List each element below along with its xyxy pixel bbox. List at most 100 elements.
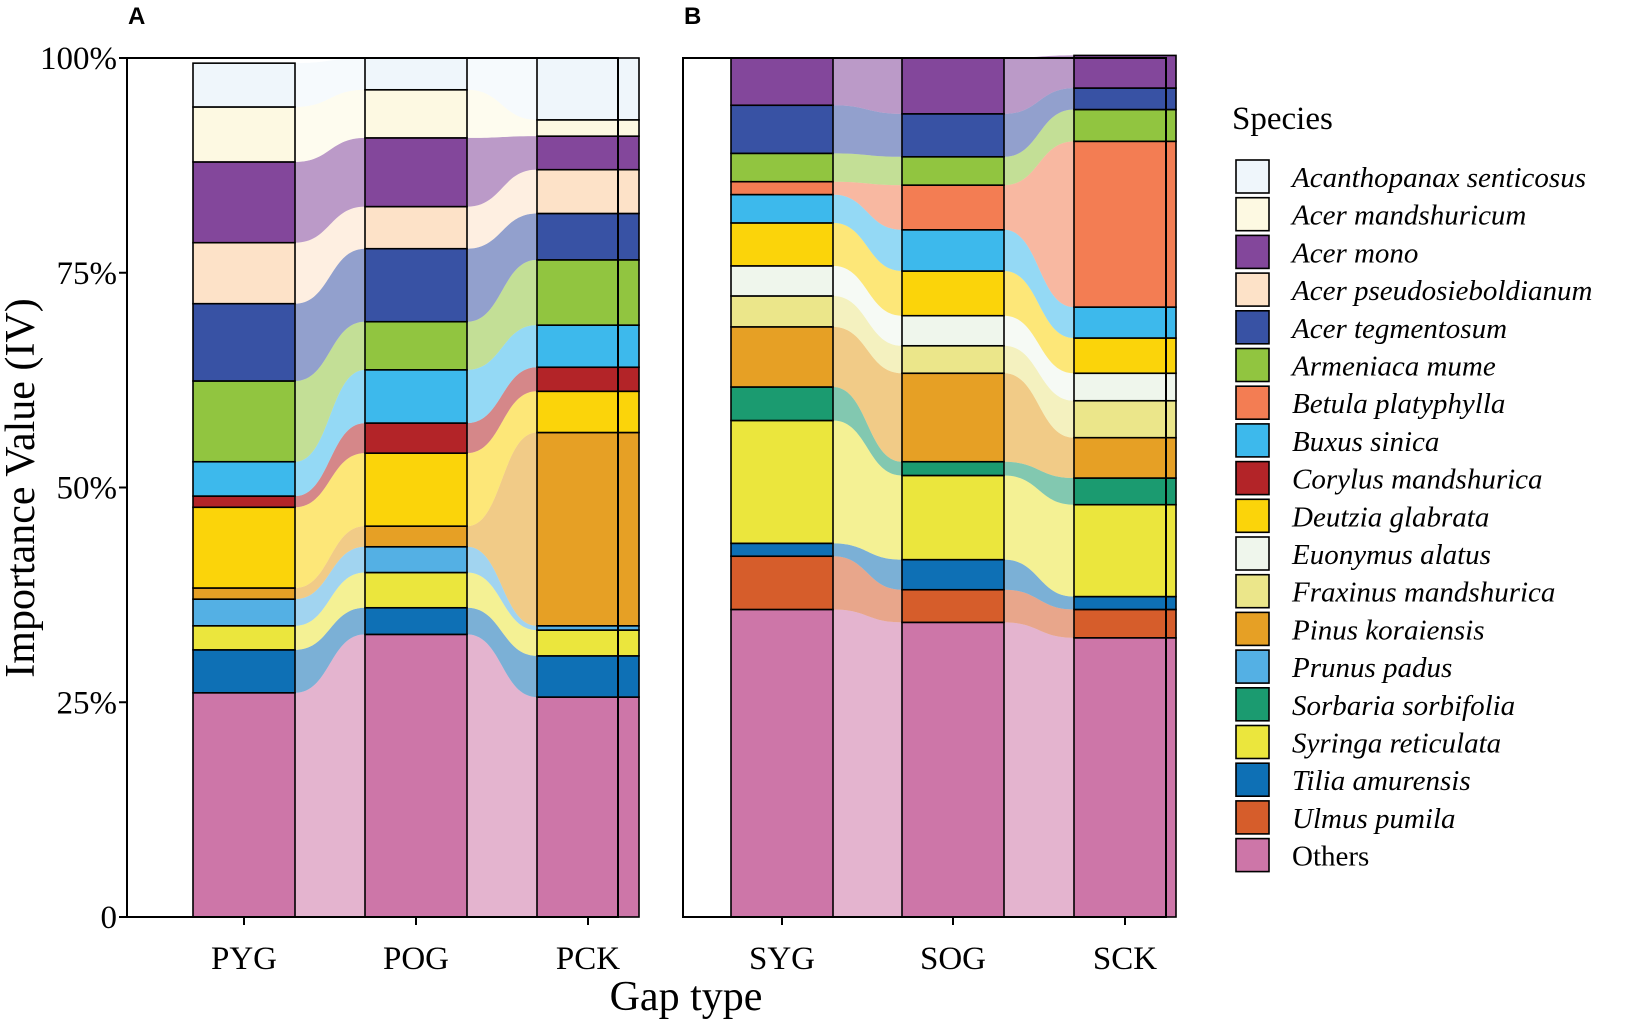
bar-segment-sck-syringa-reticulata (1073, 503, 1177, 598)
bar-segment-syg-armeniaca-mume (730, 152, 834, 183)
y-axis-title: Importance Value (IV) (0, 298, 44, 677)
bar-segment-pck-acer-mandshuricum (536, 119, 640, 137)
bar-segment-sck-sorbaria-sorbifolia (1073, 477, 1177, 506)
bar-segment-pyg-others (192, 692, 296, 918)
bar-segment-pyg-syringa-reticulata (192, 624, 296, 651)
bar-segment-pog-prunus-padus (364, 545, 468, 574)
legend-label-betula-platyphylla: Betula platyphylla (1292, 388, 1505, 420)
legend-swatch-sorbaria-sorbifolia (1235, 686, 1270, 722)
flow-sog-acer-mono (1004, 55, 1074, 114)
legend-swatch-acer-mandshuricum (1235, 196, 1270, 232)
legend-label-acer-mandshuricum: Acer mandshuricum (1290, 200, 1526, 232)
flow-pyg-armeniaca-mume (295, 321, 365, 462)
bar-segment-pck-buxus-sinica (536, 324, 640, 369)
legend-label-others: Others (1292, 841, 1369, 873)
flow-pog-buxus-sinica (467, 325, 537, 424)
legend-swatch-armeniaca-mume (1235, 347, 1270, 383)
bar-segment-sck-acer-tegmentosum (1073, 87, 1177, 111)
legend-label-euonymus-alatus: Euonymus alatus (1291, 539, 1491, 571)
bar-segment-sck-tilia-amurensis (1073, 595, 1177, 611)
bar-segment-sog-acer-mono (901, 57, 1005, 115)
bar-segment-syg-syringa-reticulata (730, 419, 834, 545)
bar-segment-pog-others (364, 633, 468, 918)
flow-pog-acer-pseudosieboldianum (467, 169, 537, 249)
flow-pyg-deutzia-glabrata (295, 453, 365, 589)
flow-syg-ulmus-pumila (833, 556, 902, 623)
legend-swatch-euonymus-alatus (1235, 536, 1270, 571)
x-axis-title: Gap type (610, 974, 763, 1020)
legend-swatch-others (1235, 837, 1270, 873)
bar-segment-sog-betula-platyphylla (901, 184, 1005, 231)
legend-swatch-acer-tegmentosum (1235, 309, 1270, 345)
flow-syg-betula-platyphylla (833, 181, 902, 230)
bar-segment-sog-acer-tegmentosum (901, 113, 1005, 158)
legend-swatch-betula-platyphylla (1235, 385, 1270, 421)
legend-label-syringa-reticulata: Syringa reticulata (1292, 728, 1501, 760)
flow-syg-euonymus-alatus (833, 265, 902, 346)
bar-segment-pyg-corylus-mandshurica (192, 495, 296, 509)
bar-segment-sog-tilia-amurensis (901, 558, 1005, 591)
flow-sog-euonymus-alatus (1004, 315, 1074, 401)
bar-segment-pck-syringa-reticulata (536, 629, 640, 657)
flow-pyg-acer-pseudosieboldianum (295, 206, 365, 304)
bar-segment-syg-tilia-amurensis (730, 542, 834, 558)
bar-segment-pyg-prunus-padus (192, 598, 296, 627)
bar-segment-sog-syringa-reticulata (901, 474, 1005, 561)
bar-segment-sog-euonymus-alatus (901, 314, 1005, 347)
flow-sog-deutzia-glabrata (1004, 271, 1074, 374)
legend-title: Species (1232, 101, 1333, 137)
bar-segment-syg-acer-mono (730, 57, 834, 107)
bar-segment-pyg-pinus-koraiensis (192, 587, 296, 600)
bar-segment-pog-deutzia-glabrata (364, 452, 468, 527)
flow-pog-armeniaca-mume (467, 259, 537, 370)
flow-sog-fraxinus-mandshurica (1004, 345, 1074, 438)
bar-segment-pog-acer-mandshuricum (364, 88, 468, 139)
flow-pyg-acer-mandshuricum (295, 89, 365, 162)
legend-label-ulmus-pumila: Ulmus pumila (1292, 803, 1456, 835)
bar-segment-pog-syringa-reticulata (364, 571, 468, 609)
flow-syg-pinus-koraiensis (833, 326, 902, 462)
legend-swatch-acer-mono (1235, 234, 1270, 270)
bar-segment-pyg-acer-mandshuricum (192, 106, 296, 163)
legend-label-deutzia-glabrata: Deutzia glabrata (1291, 501, 1489, 533)
legend-label-fraxinus-mandshurica: Fraxinus mandshurica (1291, 577, 1555, 609)
bar-segment-pog-acer-tegmentosum (364, 247, 468, 323)
bar-segment-pck-tilia-amurensis (536, 655, 640, 698)
bar-segment-sck-euonymus-alatus (1073, 372, 1177, 402)
bar-segment-pck-acanthopanax-senticosus (536, 57, 640, 121)
flow-pyg-acer-tegmentosum (295, 248, 365, 381)
bar-segment-pyg-acer-tegmentosum (192, 302, 296, 382)
bar-segment-pyg-acer-pseudosieboldianum (192, 241, 296, 305)
y-tick-label: 75% (57, 256, 118, 292)
flow-sog-betula-platyphylla (1004, 141, 1074, 308)
flow-sog-syringa-reticulata (1004, 475, 1074, 597)
bar-segment-sog-pinus-koraiensis (901, 372, 1005, 463)
bar-segment-syg-acer-tegmentosum (730, 104, 834, 155)
bar-segment-pog-armeniaca-mume (364, 320, 468, 371)
bar-segment-pyg-acer-mono (192, 161, 296, 244)
bar-segment-syg-pinus-koraiensis (730, 326, 834, 388)
x-tick-label-pog: POG (383, 941, 449, 977)
legend-swatch-pinus-koraiensis (1235, 611, 1270, 647)
flow-pyg-pinus-koraiensis (295, 526, 365, 600)
legend-label-buxus-sinica: Buxus sinica (1292, 426, 1439, 458)
legend-swatch-deutzia-glabrata (1235, 498, 1270, 534)
legend-swatch-fraxinus-mandshurica (1235, 573, 1270, 609)
flow-pog-tilia-amurensis (467, 607, 537, 698)
flow-sog-armeniaca-mume (1004, 109, 1074, 186)
y-tick-label: 25% (57, 685, 118, 721)
bar-segment-pyg-tilia-amurensis (192, 649, 296, 694)
bar-segment-syg-betula-platyphylla (730, 180, 834, 196)
bar-segment-sck-buxus-sinica (1073, 306, 1177, 339)
bar-segment-pck-acer-pseudosieboldianum (536, 168, 640, 215)
flow-pog-prunus-padus (467, 546, 537, 631)
flow-pyg-acanthopanax-senticosus (295, 58, 365, 107)
bar-segment-sck-ulmus-pumila (1073, 608, 1177, 639)
legend-label-acanthopanax-senticosus: Acanthopanax senticosus (1290, 162, 1586, 194)
y-tick-label: 0 (101, 900, 118, 936)
bar-segment-sck-deutzia-glabrata (1073, 337, 1177, 375)
flow-sog-buxus-sinica (1004, 229, 1074, 339)
flow-pog-acanthopanax-senticosus (467, 58, 537, 120)
flow-pog-syringa-reticulata (467, 572, 537, 656)
